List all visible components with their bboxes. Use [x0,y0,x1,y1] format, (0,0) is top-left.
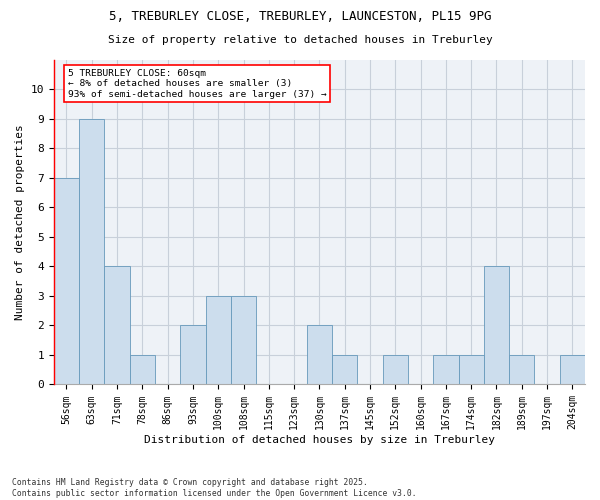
Bar [130,355,155,384]
Bar [458,355,484,384]
Bar [231,296,256,384]
Bar [332,355,358,384]
Bar [79,119,104,384]
Bar [433,355,458,384]
Text: 5, TREBURLEY CLOSE, TREBURLEY, LAUNCESTON, PL15 9PG: 5, TREBURLEY CLOSE, TREBURLEY, LAUNCESTO… [109,10,491,23]
Bar [509,355,535,384]
Bar [180,326,206,384]
Y-axis label: Number of detached properties: Number of detached properties [15,124,25,320]
Bar [560,355,585,384]
Bar [383,355,408,384]
Text: Size of property relative to detached houses in Treburley: Size of property relative to detached ho… [107,35,493,45]
Bar [54,178,79,384]
Bar [104,266,130,384]
Bar [206,296,231,384]
X-axis label: Distribution of detached houses by size in Treburley: Distribution of detached houses by size … [144,435,495,445]
Bar [484,266,509,384]
Text: Contains HM Land Registry data © Crown copyright and database right 2025.
Contai: Contains HM Land Registry data © Crown c… [12,478,416,498]
Text: 5 TREBURLEY CLOSE: 60sqm
← 8% of detached houses are smaller (3)
93% of semi-det: 5 TREBURLEY CLOSE: 60sqm ← 8% of detache… [68,69,326,98]
Bar [307,326,332,384]
